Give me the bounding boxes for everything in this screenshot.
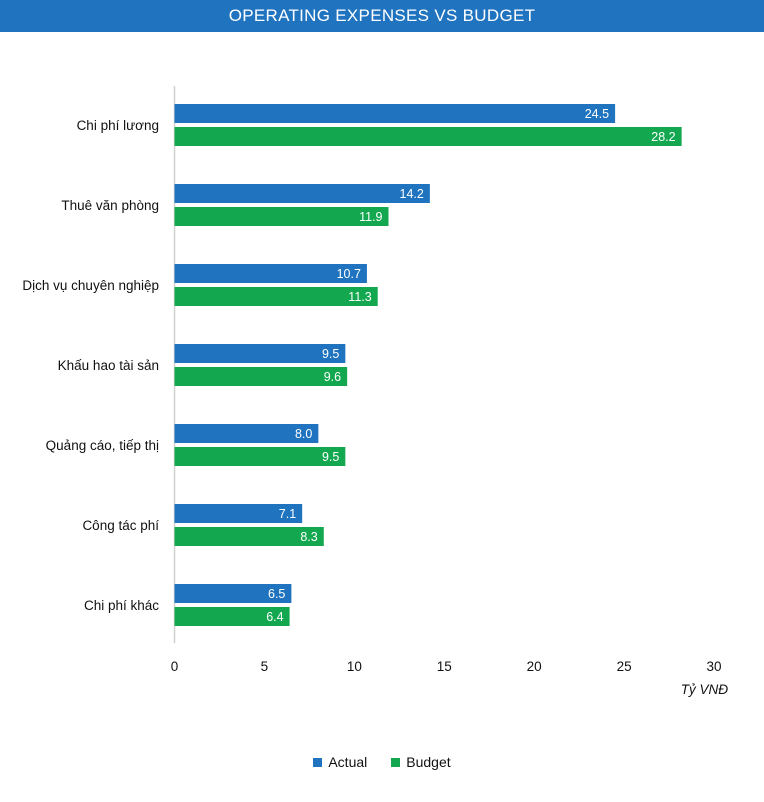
legend-item-actual: Actual bbox=[313, 754, 367, 770]
bar-value-label: 24.5 bbox=[585, 107, 609, 121]
legend-label-actual: Actual bbox=[328, 754, 368, 770]
category-label: Dịch vụ chuyên nghiệp bbox=[22, 278, 159, 293]
x-tick-label: 20 bbox=[527, 659, 542, 674]
bar-actual bbox=[174, 584, 292, 603]
bar-budget bbox=[174, 607, 290, 626]
x-tick-label: 10 bbox=[347, 659, 362, 674]
bar-budget bbox=[174, 207, 389, 226]
bar-actual bbox=[174, 104, 616, 123]
category-label: Thuê văn phòng bbox=[61, 198, 159, 213]
bar-value-label: 8.3 bbox=[300, 530, 317, 544]
bar-budget bbox=[174, 367, 348, 386]
x-tick-label: 15 bbox=[437, 659, 452, 674]
bar-actual bbox=[174, 504, 303, 523]
legend-swatch-budget bbox=[391, 757, 401, 767]
x-tick-label: 30 bbox=[706, 659, 721, 674]
bar-value-label: 9.6 bbox=[324, 370, 341, 384]
bar-value-label: 14.2 bbox=[400, 187, 424, 201]
bar-value-label: 6.5 bbox=[268, 587, 285, 601]
legend-swatch-actual bbox=[313, 757, 323, 767]
bar-actual bbox=[174, 184, 430, 203]
x-tick-label: 25 bbox=[617, 659, 632, 674]
bar-value-label: 6.4 bbox=[266, 610, 283, 624]
bar-actual bbox=[174, 344, 346, 363]
category-label: Công tác phí bbox=[82, 518, 159, 533]
bar-budget bbox=[174, 287, 378, 306]
bar-value-label: 10.7 bbox=[337, 267, 361, 281]
category-label: Khấu hao tài sản bbox=[58, 358, 159, 373]
bar-value-label: 11.3 bbox=[348, 290, 371, 304]
x-tick-label: 5 bbox=[261, 659, 269, 674]
x-tick-label: 0 bbox=[171, 659, 179, 674]
bar-budget bbox=[174, 127, 682, 146]
x-axis-unit-label: Tỷ VNĐ bbox=[681, 682, 729, 697]
category-label: Chi phí khác bbox=[84, 598, 159, 613]
bar-value-label: 28.2 bbox=[651, 130, 675, 144]
bar-value-label: 9.5 bbox=[322, 450, 339, 464]
legend-item-budget: Budget bbox=[391, 754, 451, 770]
bar-value-label: 8.0 bbox=[295, 427, 312, 441]
bar-budget bbox=[174, 447, 346, 466]
bar-value-label: 11.9 bbox=[359, 210, 382, 224]
bar-actual bbox=[174, 424, 319, 443]
bar-value-label: 7.1 bbox=[279, 507, 296, 521]
category-label: Chi phí lương bbox=[77, 118, 159, 133]
legend-label-budget: Budget bbox=[406, 754, 451, 770]
chart-title: OPERATING EXPENSES VS BUDGET bbox=[0, 0, 764, 32]
bar-value-label: 9.5 bbox=[322, 347, 339, 361]
bar-budget bbox=[174, 527, 324, 546]
category-label: Quảng cáo, tiếp thị bbox=[46, 438, 159, 453]
legend: Actual Budget bbox=[0, 754, 764, 770]
bar-actual bbox=[174, 264, 367, 283]
